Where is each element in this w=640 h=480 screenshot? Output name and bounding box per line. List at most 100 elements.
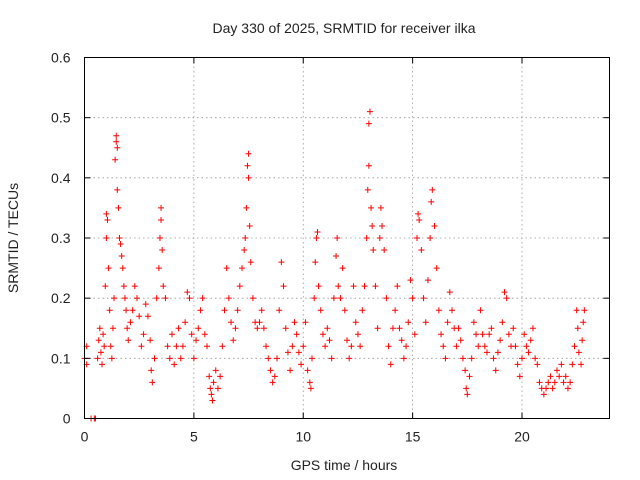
data-point bbox=[298, 361, 305, 368]
data-point bbox=[350, 283, 357, 290]
data-point bbox=[314, 228, 321, 235]
data-point bbox=[182, 319, 189, 326]
data-point bbox=[510, 325, 517, 332]
data-point bbox=[228, 319, 235, 326]
data-point bbox=[499, 319, 506, 326]
data-point bbox=[453, 343, 460, 350]
data-point bbox=[519, 355, 525, 362]
data-point bbox=[420, 295, 427, 302]
data-point bbox=[324, 325, 331, 332]
data-point bbox=[291, 319, 298, 326]
data-point bbox=[186, 295, 193, 302]
data-point bbox=[300, 343, 307, 350]
data-point bbox=[201, 331, 208, 338]
data-point bbox=[545, 379, 552, 386]
x-axis-label: GPS time / hours bbox=[291, 457, 398, 473]
data-point bbox=[319, 331, 326, 338]
data-point bbox=[94, 355, 101, 362]
data-point bbox=[532, 355, 539, 362]
data-point bbox=[278, 259, 285, 266]
data-point bbox=[147, 337, 154, 344]
data-point bbox=[313, 235, 320, 241]
data-point bbox=[111, 295, 118, 302]
data-point bbox=[333, 253, 340, 260]
data-point bbox=[217, 373, 224, 380]
data-point bbox=[120, 283, 127, 290]
data-point bbox=[422, 319, 429, 326]
data-point bbox=[295, 349, 302, 356]
y-tick-label: 0.1 bbox=[51, 350, 71, 366]
data-point bbox=[312, 259, 319, 266]
data-point bbox=[455, 325, 462, 332]
data-point bbox=[549, 385, 556, 392]
data-point bbox=[505, 331, 512, 338]
data-point bbox=[475, 343, 482, 350]
data-point bbox=[554, 367, 560, 374]
chart-title: Day 330 of 2025, SRMTID for receiver ilk… bbox=[213, 20, 476, 36]
data-point bbox=[254, 325, 261, 332]
data-point bbox=[446, 289, 453, 296]
data-point bbox=[121, 295, 128, 302]
data-point bbox=[256, 319, 263, 326]
data-point bbox=[179, 343, 186, 350]
data-point bbox=[564, 385, 571, 392]
x-tick-label: 0 bbox=[81, 429, 89, 445]
data-point bbox=[567, 379, 574, 386]
data-point bbox=[376, 235, 383, 241]
data-point bbox=[177, 355, 184, 362]
data-point bbox=[153, 295, 160, 302]
data-point bbox=[431, 222, 438, 229]
data-point bbox=[113, 132, 120, 139]
data-point bbox=[488, 325, 495, 332]
data-point bbox=[103, 210, 110, 217]
data-point bbox=[527, 337, 534, 344]
y-tick-label: 0.5 bbox=[51, 110, 71, 126]
data-point bbox=[148, 367, 155, 374]
data-point bbox=[514, 361, 521, 368]
data-point bbox=[433, 265, 440, 272]
data-point bbox=[551, 379, 558, 386]
data-point bbox=[579, 337, 586, 344]
data-point bbox=[330, 295, 337, 302]
data-point bbox=[234, 307, 241, 314]
data-point bbox=[484, 349, 490, 356]
data-point bbox=[574, 325, 581, 332]
data-point bbox=[575, 349, 582, 356]
data-point bbox=[306, 379, 313, 386]
data-point bbox=[149, 379, 156, 386]
axis-ticks: 0 0.1 0.2 0.3 0.4 0.5 0.6 0 5 10 15 20 bbox=[51, 50, 610, 445]
data-point bbox=[346, 355, 353, 362]
data-point bbox=[400, 355, 407, 362]
data-point bbox=[274, 355, 280, 362]
data-point bbox=[501, 289, 508, 296]
data-point bbox=[490, 355, 497, 362]
data-point bbox=[173, 343, 180, 350]
data-point bbox=[394, 283, 401, 290]
data-point bbox=[477, 307, 484, 314]
data-point bbox=[462, 367, 469, 374]
data-point bbox=[492, 367, 499, 374]
data-point bbox=[486, 331, 493, 338]
data-point bbox=[466, 373, 473, 380]
data-point bbox=[219, 343, 226, 350]
data-point bbox=[129, 307, 136, 314]
data-point bbox=[214, 385, 221, 392]
data-point bbox=[239, 265, 245, 272]
data-point bbox=[160, 283, 167, 290]
x-tick-label: 10 bbox=[295, 429, 311, 445]
data-point bbox=[405, 319, 412, 326]
data-point bbox=[562, 373, 569, 380]
x-tick-label: 20 bbox=[514, 429, 530, 445]
x-tick-label: 15 bbox=[405, 429, 421, 445]
data-point bbox=[414, 235, 420, 241]
data-point bbox=[438, 331, 445, 338]
data-point bbox=[344, 337, 350, 344]
data-point bbox=[521, 331, 528, 338]
data-point bbox=[119, 265, 126, 272]
data-point bbox=[206, 373, 213, 380]
data-point bbox=[534, 361, 541, 368]
data-point bbox=[442, 355, 449, 362]
data-point bbox=[166, 355, 173, 362]
data-point bbox=[403, 343, 410, 350]
data-point bbox=[162, 295, 169, 302]
